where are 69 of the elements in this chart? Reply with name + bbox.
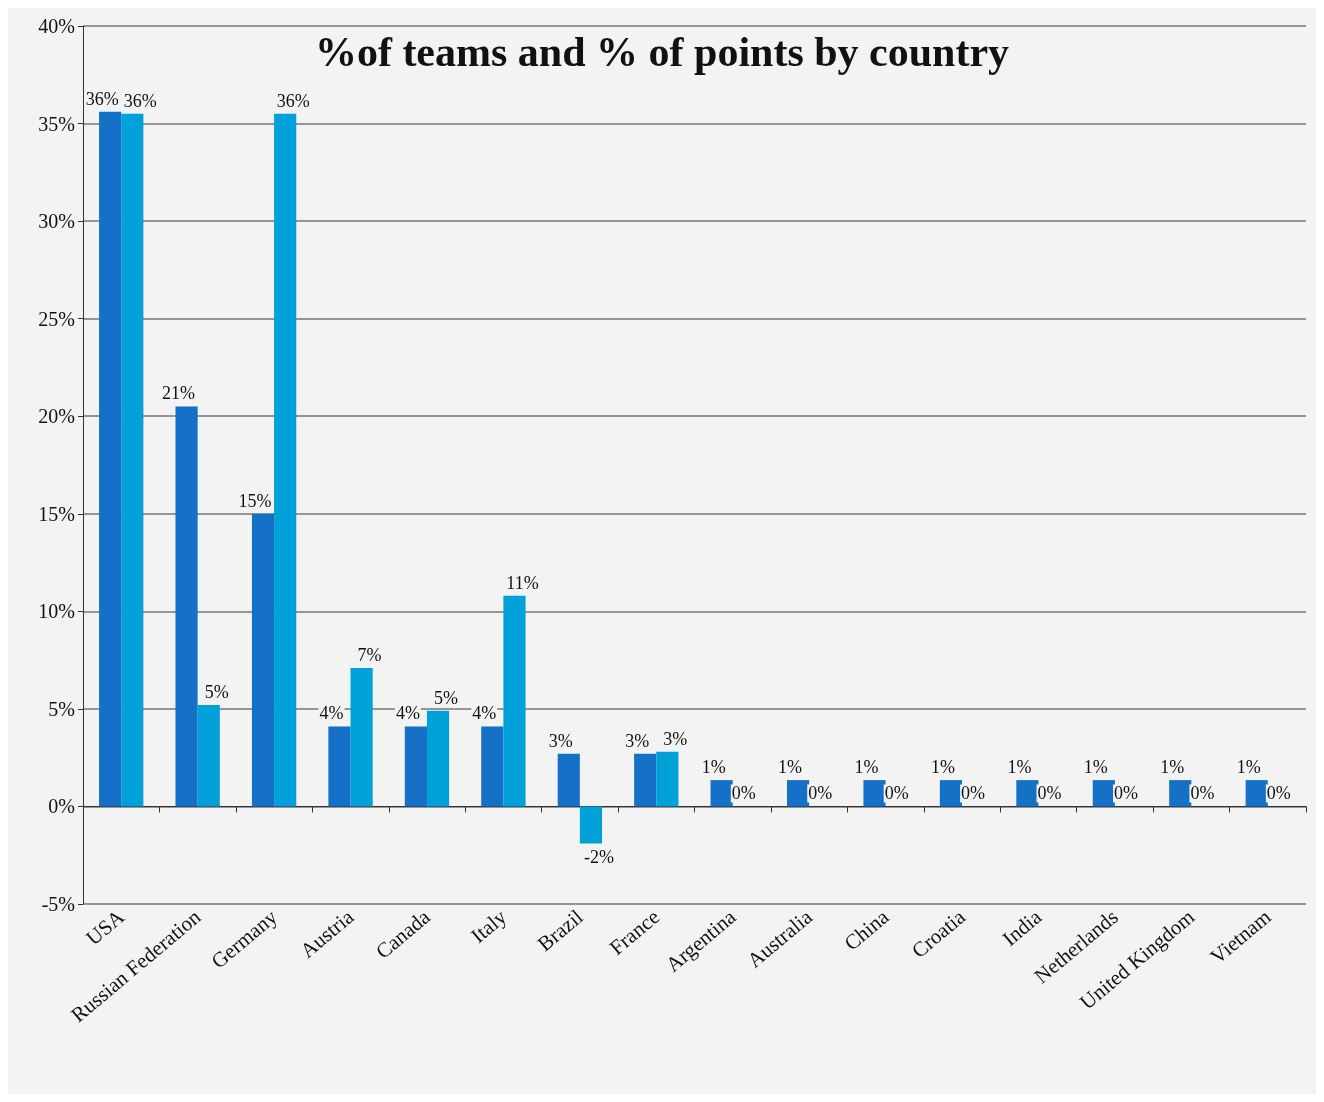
bar bbox=[426, 710, 450, 807]
data-label: 21% bbox=[162, 383, 196, 404]
bar bbox=[786, 780, 810, 807]
bar bbox=[1169, 780, 1192, 807]
bar bbox=[503, 595, 526, 807]
x-tick-label: Italy bbox=[466, 904, 512, 948]
data-label: 0% bbox=[884, 783, 909, 804]
y-tick-label: 35% bbox=[38, 112, 75, 135]
data-label: 0% bbox=[808, 783, 833, 804]
bar bbox=[939, 780, 963, 807]
chart-title: %of teams and % of points by country bbox=[314, 29, 1010, 75]
data-label: 1% bbox=[778, 757, 803, 778]
bar bbox=[1016, 780, 1039, 807]
bar bbox=[710, 780, 733, 807]
bar bbox=[121, 113, 144, 807]
data-label: 5% bbox=[204, 681, 229, 702]
data-label: 0% bbox=[1190, 783, 1215, 804]
y-tick-label: 30% bbox=[38, 210, 75, 233]
bar bbox=[863, 780, 886, 807]
bar bbox=[197, 704, 220, 807]
data-label: 1% bbox=[701, 757, 726, 778]
bar bbox=[274, 113, 297, 807]
bar bbox=[634, 753, 657, 807]
data-label: 7% bbox=[357, 644, 382, 665]
y-tick-label: 20% bbox=[38, 405, 75, 428]
bar bbox=[350, 667, 373, 807]
data-label: -2% bbox=[583, 846, 614, 867]
data-label: 1% bbox=[1160, 757, 1185, 778]
data-label: 15% bbox=[238, 490, 272, 511]
y-tick-label: 15% bbox=[38, 502, 75, 525]
bar bbox=[328, 726, 351, 807]
data-label: 5% bbox=[434, 687, 459, 708]
data-label: 36% bbox=[85, 88, 119, 109]
y-tick-label: 25% bbox=[38, 307, 75, 330]
bar bbox=[251, 513, 275, 807]
data-label: 1% bbox=[1007, 757, 1032, 778]
bar bbox=[481, 726, 504, 807]
y-tick-label: 10% bbox=[38, 600, 75, 623]
data-label: 0% bbox=[1037, 783, 1062, 804]
bar bbox=[557, 753, 580, 807]
data-label: 36% bbox=[123, 90, 157, 111]
data-label: 4% bbox=[472, 703, 497, 724]
data-label: 3% bbox=[548, 730, 573, 751]
bar bbox=[579, 806, 603, 844]
data-label: 1% bbox=[854, 757, 879, 778]
bar bbox=[1245, 780, 1268, 807]
data-label: 11% bbox=[506, 572, 539, 593]
bar bbox=[175, 406, 198, 807]
y-tick-label: 40% bbox=[38, 15, 75, 37]
data-label: 1% bbox=[930, 757, 955, 778]
y-tick-label: 0% bbox=[48, 795, 75, 818]
data-label: 1% bbox=[1083, 757, 1108, 778]
data-label: 36% bbox=[276, 90, 310, 111]
bar bbox=[404, 726, 427, 807]
bar bbox=[1092, 780, 1115, 807]
data-label: 3% bbox=[625, 730, 650, 751]
data-label: 3% bbox=[663, 728, 688, 749]
y-tick-label: 5% bbox=[48, 697, 75, 720]
bar bbox=[99, 111, 122, 807]
bar bbox=[656, 751, 679, 807]
data-label: 0% bbox=[1266, 783, 1291, 804]
data-label: 1% bbox=[1236, 757, 1261, 778]
data-label: 0% bbox=[731, 783, 756, 804]
data-label: 0% bbox=[1113, 783, 1138, 804]
data-label: 4% bbox=[319, 703, 344, 724]
data-label: 4% bbox=[395, 703, 420, 724]
y-tick-label: -5% bbox=[41, 893, 75, 915]
data-label: 0% bbox=[961, 783, 986, 804]
x-tick-label: USA bbox=[81, 904, 130, 951]
